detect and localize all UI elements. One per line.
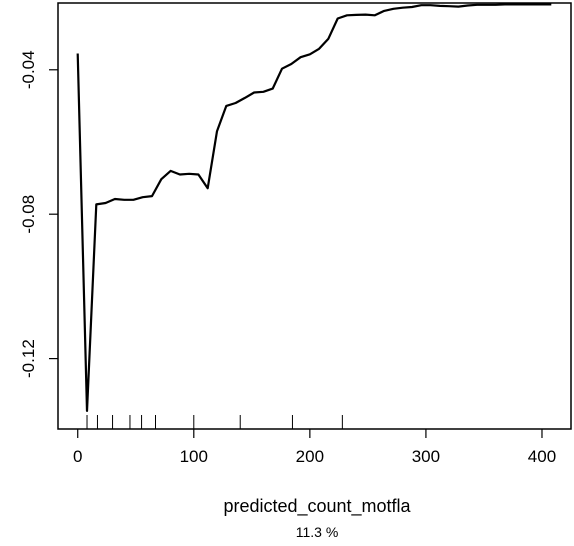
- x-axis-title: predicted_count_motfla: [223, 496, 411, 517]
- rug-marks: [86, 415, 343, 429]
- series-layer: [76, 3, 552, 412]
- x-tick-label: 0: [73, 447, 82, 466]
- series-line: [76, 3, 552, 412]
- y-tick-label: -0.04: [19, 50, 38, 89]
- x-axis: 0 100 200 300 400: [73, 429, 556, 466]
- y-axis: -0.04 -0.08 -0.12: [19, 50, 58, 378]
- y-tick-label: -0.12: [19, 339, 38, 378]
- x-axis-subtitle: 11.3 %: [296, 524, 339, 540]
- x-tick-label: 300: [412, 447, 440, 466]
- plot-frame: [57, 2, 572, 430]
- y-tick-label: -0.08: [19, 195, 38, 234]
- x-tick-label: 400: [528, 447, 556, 466]
- x-tick-label: 100: [180, 447, 208, 466]
- x-tick-label: 200: [296, 447, 324, 466]
